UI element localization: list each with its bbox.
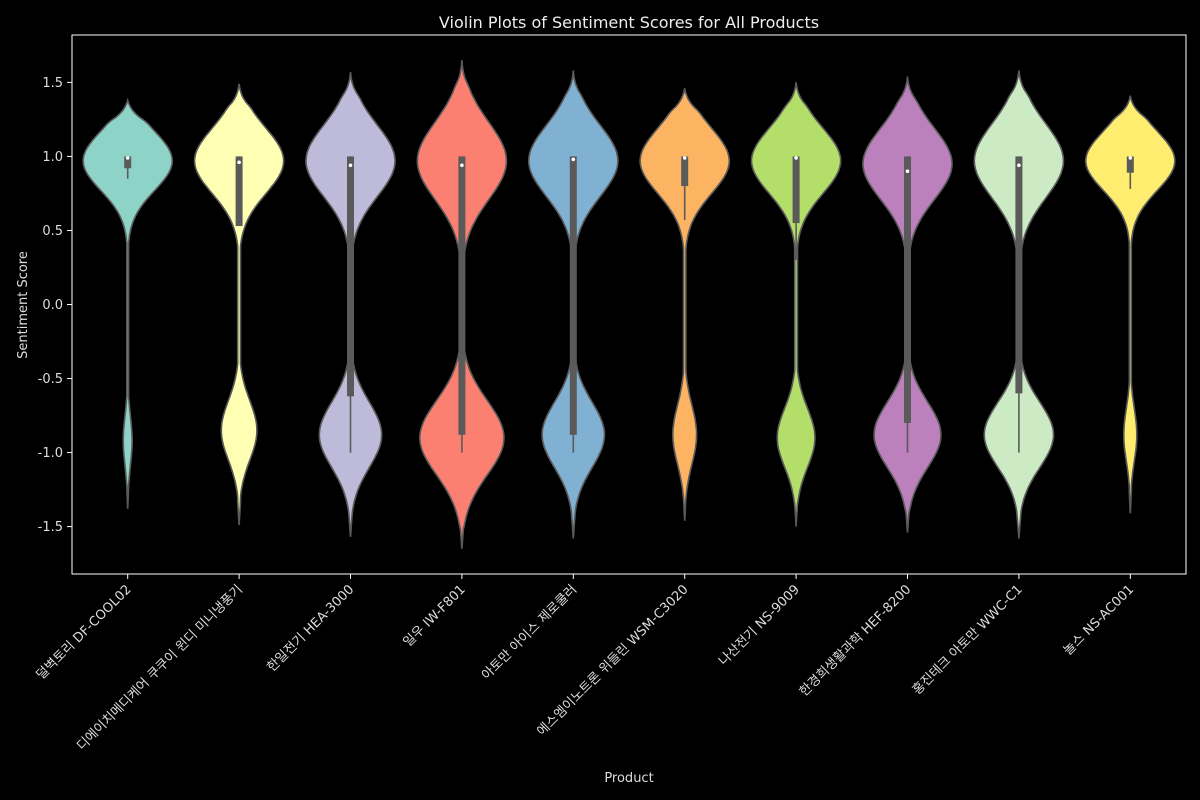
violin-median-4: [460, 163, 464, 168]
y-tick-label-5: -0.5: [38, 372, 63, 387]
violin-median-5: [571, 157, 576, 162]
violin-median-2: [237, 160, 241, 165]
violin-median-9: [1017, 163, 1021, 168]
y-axis: 1.5 1.0 0.5 0.0 -0.5 -1.0 -1.5: [38, 76, 72, 535]
violin-box-1: [124, 156, 132, 169]
y-tick-label-3: 0.5: [42, 224, 63, 239]
violin-1: [82, 97, 174, 509]
violin-box-8: [904, 156, 911, 423]
violin-box-6: [681, 156, 689, 187]
violin-median-3: [348, 163, 353, 168]
violin-body-10: [1084, 95, 1176, 514]
x-tick-label-1: 덜벽토리 DF-COOL02: [34, 582, 135, 683]
y-tick-label-4: 0.0: [42, 298, 63, 313]
violin-box-10: [1126, 156, 1134, 173]
y-tick-label-7: -1.5: [38, 520, 63, 535]
violin-median-6: [682, 156, 687, 160]
violin-median-7: [794, 156, 798, 160]
violin-box-4: [458, 156, 466, 435]
violin-box-3: [347, 156, 354, 397]
violins-group: [82, 60, 1176, 549]
violin-body-7: [750, 82, 842, 527]
violin-box-7: [792, 156, 800, 224]
x-tick-label-10: 놀스 NS-AC001: [1061, 582, 1137, 658]
x-tick-label-5: 아토만 아이스 제로쿨러: [479, 582, 580, 683]
y-tick-label-6: -1.0: [38, 446, 63, 461]
violin-median-1: [125, 156, 130, 160]
violin-body-2: [193, 83, 285, 526]
y-axis-title: Sentiment Score: [16, 251, 31, 359]
violin-box-9: [1015, 156, 1023, 394]
violin-box-5: [569, 156, 577, 435]
violin-9: [973, 70, 1065, 539]
violin-box-2: [235, 156, 243, 227]
violin-6: [639, 88, 731, 521]
violin-median-10: [1128, 156, 1133, 160]
chart-title: Violin Plots of Sentiment Scores for All…: [439, 13, 819, 32]
x-tick-label-7: 나산전기 NS-9009: [716, 582, 803, 669]
violin-median-8: [905, 169, 910, 174]
x-tick-label-8: 한경희생활과학 HEF-8200: [797, 582, 914, 699]
violin-body-6: [639, 88, 731, 521]
violin-5: [527, 70, 619, 539]
x-tick-label-9: 홍진테크 아토만 WWC-C1: [910, 582, 1026, 698]
violin-8: [862, 76, 953, 533]
x-axis-title: Product: [604, 771, 653, 786]
x-tick-label-4: 일우 IW-F801: [401, 582, 469, 650]
violin-10: [1084, 95, 1176, 514]
violin-body-1: [82, 97, 174, 509]
y-tick-label-1: 1.5: [42, 76, 63, 91]
violin-7: [750, 82, 842, 527]
y-tick-label-2: 1.0: [42, 150, 63, 165]
violin-2: [193, 83, 285, 526]
violin-4: [416, 60, 508, 549]
violin-3: [305, 71, 396, 538]
x-tick-label-3: 한일전기 HEA-3000: [264, 582, 357, 675]
